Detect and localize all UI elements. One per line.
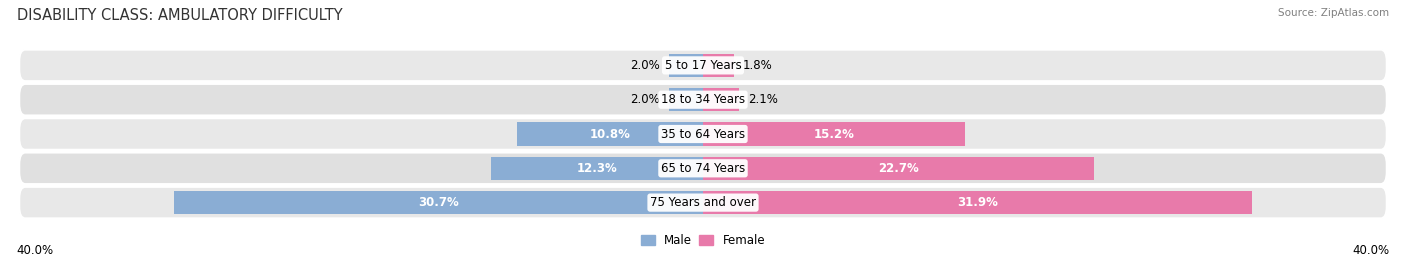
Text: 30.7%: 30.7% (418, 196, 458, 209)
Text: 5 to 17 Years: 5 to 17 Years (665, 59, 741, 72)
Bar (669, 54, 703, 77)
FancyBboxPatch shape (20, 152, 1386, 184)
Text: 40.0%: 40.0% (1353, 244, 1389, 257)
Text: 10.8%: 10.8% (589, 128, 630, 140)
Text: 65 to 74 Years: 65 to 74 Years (661, 162, 745, 175)
Text: 75 Years and over: 75 Years and over (650, 196, 756, 209)
Text: Source: ZipAtlas.com: Source: ZipAtlas.com (1278, 8, 1389, 18)
Text: 1.8%: 1.8% (742, 59, 772, 72)
Legend: Male, Female: Male, Female (636, 229, 770, 252)
Text: 22.7%: 22.7% (879, 162, 920, 175)
Bar (703, 122, 965, 146)
FancyBboxPatch shape (20, 50, 1386, 81)
Text: 31.9%: 31.9% (957, 196, 998, 209)
Bar (669, 88, 703, 111)
Text: 15.2%: 15.2% (814, 128, 855, 140)
Text: 18 to 34 Years: 18 to 34 Years (661, 93, 745, 106)
Bar (517, 122, 703, 146)
Text: 2.1%: 2.1% (748, 93, 778, 106)
Text: DISABILITY CLASS: AMBULATORY DIFFICULTY: DISABILITY CLASS: AMBULATORY DIFFICULTY (17, 8, 343, 23)
Bar (703, 88, 740, 111)
Bar (703, 191, 1253, 214)
Bar (703, 54, 734, 77)
Text: 2.0%: 2.0% (630, 59, 659, 72)
FancyBboxPatch shape (20, 84, 1386, 116)
Text: 2.0%: 2.0% (630, 93, 659, 106)
Text: 12.3%: 12.3% (576, 162, 617, 175)
Bar (703, 157, 1094, 180)
Text: 35 to 64 Years: 35 to 64 Years (661, 128, 745, 140)
FancyBboxPatch shape (20, 187, 1386, 218)
Bar (491, 157, 703, 180)
Text: 40.0%: 40.0% (17, 244, 53, 257)
Bar (174, 191, 703, 214)
FancyBboxPatch shape (20, 118, 1386, 150)
